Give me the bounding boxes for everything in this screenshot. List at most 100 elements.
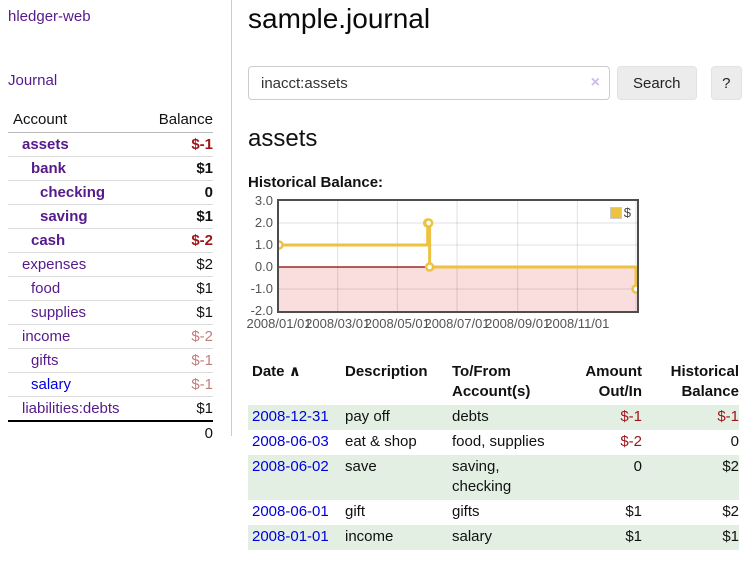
account-tree-header-row: Account Balance xyxy=(8,107,213,133)
table-row: 2008-01-01 income salary $1 $1 xyxy=(248,525,739,550)
brand-link[interactable]: hledger-web xyxy=(8,8,91,25)
account-balance: $-1 xyxy=(141,372,213,397)
transaction-date-link[interactable]: 2008-06-03 xyxy=(252,433,329,450)
account-balance: $-1 xyxy=(191,136,213,153)
account-name-cell: liabilities:debts xyxy=(8,396,142,421)
y-axis-tick-label: 1.0 xyxy=(254,237,273,252)
x-axis-tick-label: 2008/11/01 xyxy=(545,316,610,331)
register-description-cell: gift xyxy=(345,503,366,520)
register-accounts-cell: debts xyxy=(452,408,489,425)
account-name-cell: saving xyxy=(8,204,142,229)
search-button[interactable]: Search xyxy=(617,66,697,100)
register-balance-cell: $2 xyxy=(722,503,739,520)
account-link[interactable]: expenses xyxy=(22,256,87,273)
x-axis-tick-label: 2008/05/01 xyxy=(364,316,430,331)
account-name-cell: cash xyxy=(8,228,142,253)
sort-asc-icon: ∧ xyxy=(288,363,301,380)
account-name-cell: salary xyxy=(8,372,142,397)
account-link[interactable]: cash xyxy=(31,232,66,249)
account-balance: $2 xyxy=(141,252,213,277)
sidebar-item-journal[interactable]: Journal xyxy=(8,72,58,89)
account-link[interactable]: income xyxy=(22,328,71,345)
chart-legend: $ xyxy=(607,204,633,221)
total-balance: 0 xyxy=(141,420,213,445)
account-row: food $1 xyxy=(8,276,213,301)
account-row: salary $-1 xyxy=(8,372,213,397)
account-name-cell: checking xyxy=(8,180,142,205)
chart-label: Historical Balance: xyxy=(248,174,384,191)
register-header-balance: Historical Balance xyxy=(670,363,739,400)
account-link[interactable]: liabilities:debts xyxy=(22,400,120,417)
register-amount-cell: $1 xyxy=(625,528,642,545)
account-link[interactable]: food xyxy=(31,280,61,297)
chart-plot-area: $ xyxy=(277,199,639,313)
account-row: cash $-2 xyxy=(8,228,213,253)
register-header-date[interactable]: Date ∧ xyxy=(252,363,301,380)
register-header-amount: Amount Out/In xyxy=(585,363,642,400)
table-row: 2008-12-31 pay off debts $-1 $-1 xyxy=(248,405,739,430)
account-row: gifts $-1 xyxy=(8,348,213,373)
account-link[interactable]: supplies xyxy=(31,304,87,321)
help-button[interactable]: ? xyxy=(710,66,742,100)
account-row: checking 0 xyxy=(8,180,213,205)
register-description-cell: income xyxy=(345,528,394,545)
account-balance: $-2 xyxy=(141,324,213,349)
account-tree-total-row: 0 xyxy=(8,420,213,445)
sidebar: hledger-web Journal Account Balance asse… xyxy=(0,0,232,445)
account-balance: $1 xyxy=(141,396,213,421)
register-accounts-cell: saving, checking xyxy=(452,458,512,495)
register-description-cell: eat & shop xyxy=(345,433,417,450)
account-link[interactable]: gifts xyxy=(31,352,59,369)
balance-column-header: Balance xyxy=(141,107,213,133)
transaction-date-link[interactable]: 2008-01-01 xyxy=(252,528,329,545)
account-balance: $-2 xyxy=(141,228,213,253)
legend-swatch-icon xyxy=(609,206,622,219)
account-name-cell: assets xyxy=(8,133,142,157)
clear-search-icon[interactable]: × xyxy=(590,74,600,91)
table-row: 2008-06-02 save saving, checking 0 $2 xyxy=(248,455,739,500)
account-link[interactable]: checking xyxy=(40,184,106,201)
register-table: Date ∧ Description To/From Account(s) Am… xyxy=(248,360,739,550)
search-form: × Search ? xyxy=(248,66,742,100)
page-title: sample.journal xyxy=(248,3,431,34)
transaction-date-link[interactable]: 2008-12-31 xyxy=(252,408,329,425)
search-input[interactable] xyxy=(248,66,610,100)
account-row: liabilities:debts $1 xyxy=(8,396,213,421)
account-balance: $1 xyxy=(141,156,213,181)
historical-balance-chart: $3.0 2.0 1.0 0.0 -1.0 -2.0 2008/01/01 2008/03/0… xyxy=(246,193,742,339)
register-amount-cell: 0 xyxy=(633,458,642,475)
x-axis-tick-label: 2008/03/01 xyxy=(305,316,371,331)
x-axis-tick-label: 2008/01/01 xyxy=(246,316,312,331)
register-header-description: Description xyxy=(345,363,428,380)
account-tree-body: assets $-1 bank $1 checking 0 saving $1 cash $-2 e… xyxy=(8,133,213,421)
account-balance: 0 xyxy=(141,180,213,205)
account-link[interactable]: saving xyxy=(40,208,88,225)
y-axis-tick-label: 0.0 xyxy=(254,259,273,274)
register-body: 2008-12-31 pay off debts $-1 $-1 2008-06-03 ea… xyxy=(248,405,739,550)
register-accounts-cell: food, supplies xyxy=(452,433,545,450)
account-name-cell: bank xyxy=(8,156,142,181)
y-axis-tick-label: 3.0 xyxy=(254,193,273,208)
account-balance: $-1 xyxy=(141,348,213,373)
account-row: bank $1 xyxy=(8,156,213,181)
register-header-row: Date ∧ Description To/From Account(s) Am… xyxy=(248,360,739,405)
account-balance: $1 xyxy=(141,300,213,325)
account-name-cell: income xyxy=(8,324,142,349)
transaction-date-link[interactable]: 2008-06-02 xyxy=(252,458,329,475)
account-link[interactable]: bank xyxy=(31,160,67,177)
register-date-cell: 2008-12-31 xyxy=(248,405,345,430)
register-balance-cell: 0 xyxy=(730,433,739,450)
table-row: 2008-06-03 eat & shop food, supplies $-2 0 xyxy=(248,430,739,455)
main-content: sample.journal × Search ? assets Histori… xyxy=(246,0,742,550)
transaction-date-link[interactable]: 2008-06-01 xyxy=(252,503,329,520)
x-axis-tick-label: 2008/07/01 xyxy=(424,316,490,331)
account-link[interactable]: assets xyxy=(22,136,69,153)
register-amount-cell: $-2 xyxy=(620,433,642,450)
register-description-cell: pay off xyxy=(345,408,390,425)
account-link[interactable]: salary xyxy=(31,376,72,393)
register-accounts-cell: salary xyxy=(452,528,493,545)
register-accounts-cell: gifts xyxy=(452,503,480,520)
account-balance: $1 xyxy=(141,204,213,229)
register-amount-cell: $-1 xyxy=(620,408,642,425)
table-row: 2008-06-01 gift gifts $1 $2 xyxy=(248,500,739,525)
